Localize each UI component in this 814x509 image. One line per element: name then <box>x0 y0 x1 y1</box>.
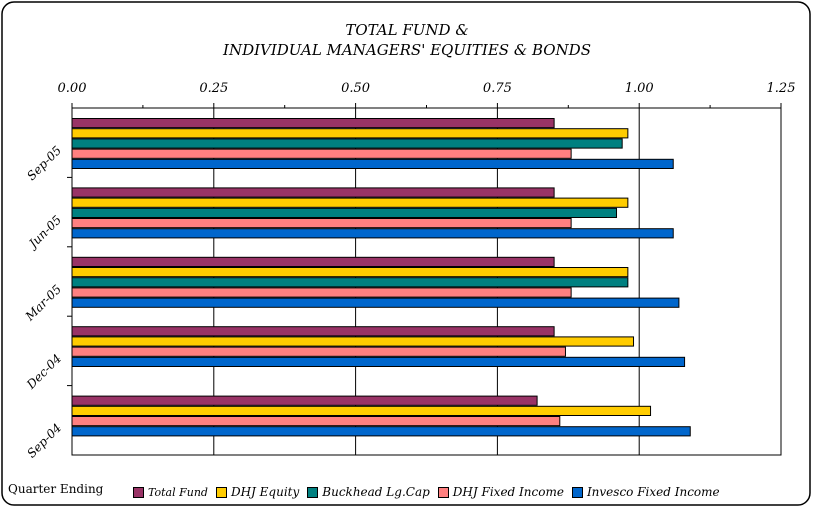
legend-label: Invesco Fixed Income <box>586 485 720 499</box>
legend-swatch <box>307 486 319 498</box>
bar <box>71 197 629 208</box>
chart-title-line-2: INDIVIDUAL MANAGERS' EQUITIES & BONDS <box>223 41 591 59</box>
bar <box>71 336 635 347</box>
bar <box>71 416 561 427</box>
legend-item: Invesco Fixed Income <box>571 485 720 499</box>
x-tick-label: 1.00 <box>625 81 654 96</box>
bar <box>71 267 629 278</box>
bar <box>71 287 572 298</box>
bar <box>71 297 680 308</box>
bar <box>71 207 618 219</box>
x-tick-label: 1.25 <box>767 81 796 96</box>
bar <box>71 138 623 149</box>
chart-title-line-1: TOTAL FUND & <box>345 21 469 39</box>
legend-label: DHJ Fixed Income <box>452 485 564 499</box>
y-category-label: Jun-05 <box>24 213 64 253</box>
y-category-label: Dec-04 <box>23 351 64 392</box>
bar <box>71 277 629 288</box>
bar <box>71 405 652 416</box>
legend-swatch <box>133 486 144 498</box>
legend-item: DHJ Equity <box>215 485 300 499</box>
bar <box>71 256 555 267</box>
legend-label: DHJ Equity <box>230 485 300 499</box>
x-tick-label: 0.00 <box>58 81 87 96</box>
chart-title: TOTAL FUND & INDIVIDUAL MANAGERS' EQUITI… <box>0 20 814 60</box>
x-tick-label: 0.25 <box>199 81 228 96</box>
bar <box>71 228 674 239</box>
legend-item: Total Fund <box>133 486 208 499</box>
legend-item: Buckhead Lg.Cap <box>307 485 430 499</box>
legend-label: Total Fund <box>148 485 208 499</box>
bar <box>71 326 555 337</box>
legend-swatch <box>215 486 227 498</box>
legend-swatch <box>571 486 583 498</box>
y-category-label: Mar-05 <box>22 282 64 324</box>
legend-item: DHJ Fixed Income <box>437 485 564 499</box>
y-category-label: Sep-04 <box>24 421 64 461</box>
bar <box>71 426 691 437</box>
bar <box>71 395 538 406</box>
bar <box>71 346 566 357</box>
legend: Total Fund DHJ Equity Buckhead Lg.Cap DHJ F… <box>133 484 728 500</box>
bar <box>71 148 572 159</box>
x-tick-label: 0.50 <box>341 81 370 96</box>
bar <box>71 158 674 170</box>
bar <box>71 187 555 198</box>
bar <box>71 356 686 367</box>
bar <box>71 218 572 229</box>
legend-swatch <box>437 486 449 498</box>
y-category-label: Sep-05 <box>24 143 64 183</box>
bar <box>71 128 629 139</box>
bar <box>71 118 555 129</box>
legend-label: Buckhead Lg.Cap <box>322 485 430 499</box>
axis-caption: Quarter Ending <box>8 482 104 496</box>
x-tick-label: 0.75 <box>483 81 512 96</box>
